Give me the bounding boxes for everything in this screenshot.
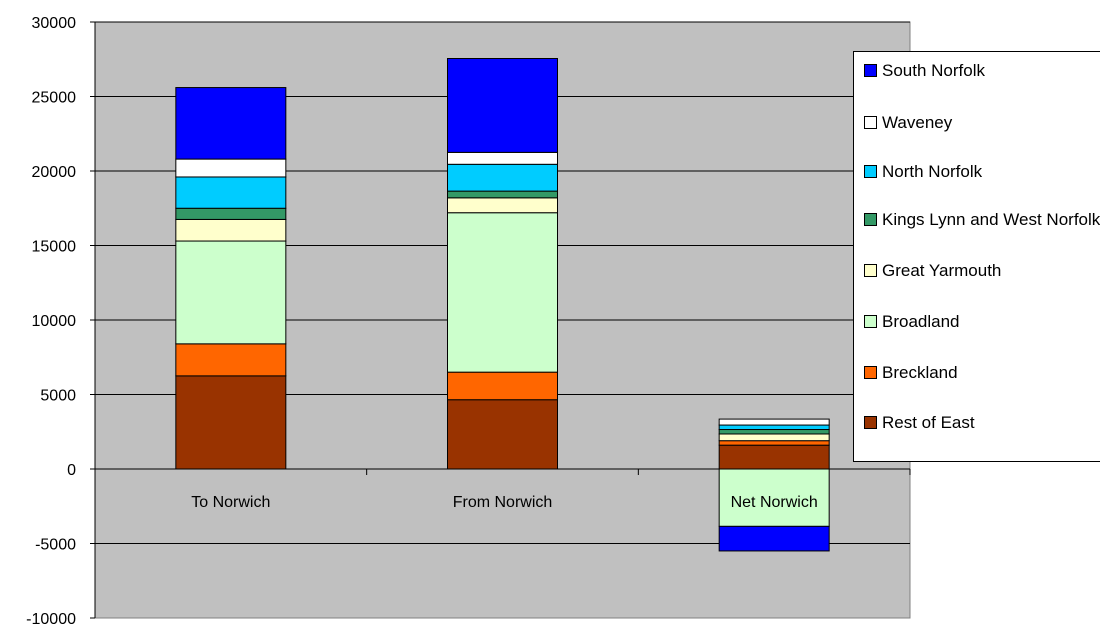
bar-segment-great-yarmouth bbox=[447, 197, 558, 214]
legend-item: Great Yarmouth bbox=[864, 261, 1100, 280]
bar-segment-breckland bbox=[175, 343, 287, 377]
legend-swatch bbox=[864, 416, 877, 429]
bar-segment-rest-of-east bbox=[447, 399, 558, 470]
x-category-label: Net Norwich bbox=[731, 494, 818, 511]
legend-swatch bbox=[864, 264, 877, 277]
legend-label: Waveney bbox=[882, 113, 953, 132]
legend-swatch bbox=[864, 64, 877, 77]
bar-segment-north-norfolk bbox=[718, 424, 830, 431]
legend-item: Broadland bbox=[864, 312, 1100, 331]
bar-segment-great-yarmouth bbox=[718, 433, 830, 442]
legend-item: Kings Lynn and West Norfolk bbox=[864, 210, 1100, 229]
bar-segment-kings-lynn-and-west-norfolk bbox=[718, 429, 830, 435]
legend-swatch bbox=[864, 213, 877, 226]
bar-segment-south-norfolk bbox=[447, 58, 558, 153]
bar-segment-great-yarmouth bbox=[175, 218, 287, 242]
bar-segment-broadland bbox=[175, 240, 287, 345]
bar-segment-rest-of-east bbox=[718, 444, 830, 470]
bar-segment-south-norfolk bbox=[175, 87, 287, 160]
bar-segment-waveney bbox=[175, 158, 287, 178]
bar-segment-rest-of-east bbox=[175, 375, 287, 470]
bar-segment-south-norfolk bbox=[718, 525, 830, 552]
y-tick-label: 30000 bbox=[32, 15, 77, 32]
bar-segment-broadland bbox=[718, 468, 830, 527]
y-tick-label: -10000 bbox=[26, 611, 76, 624]
y-tick-label: 15000 bbox=[32, 239, 77, 256]
bar-segment-breckland bbox=[718, 440, 830, 446]
y-tick-label: 5000 bbox=[40, 388, 76, 405]
bar-segment-breckland bbox=[447, 371, 558, 401]
legend-swatch bbox=[864, 315, 877, 328]
legend-item: Rest of East bbox=[864, 413, 1100, 432]
x-category-labels: To Norwich From Norwich Net Norwich bbox=[191, 494, 817, 511]
axes bbox=[90, 21, 911, 619]
legend-swatch bbox=[864, 165, 877, 178]
legend-item: Waveney bbox=[864, 113, 1100, 132]
bar-segment-kings-lynn-and-west-norfolk bbox=[447, 190, 558, 199]
legend-swatch bbox=[864, 366, 877, 379]
legend-label: Great Yarmouth bbox=[882, 261, 1002, 280]
bar-segment-waveney bbox=[718, 418, 830, 426]
y-tick-label: 20000 bbox=[32, 164, 77, 181]
legend: South Norfolk Waveney North Norfolk Kings L… bbox=[853, 51, 1100, 462]
legend-item: Breckland bbox=[864, 363, 1100, 382]
legend-label: North Norfolk bbox=[882, 162, 983, 181]
y-tick-label: 25000 bbox=[32, 90, 77, 107]
legend-label: South Norfolk bbox=[882, 61, 985, 80]
bar-segment-north-norfolk bbox=[175, 176, 287, 209]
x-category-label: To Norwich bbox=[191, 494, 270, 511]
legend-label: Kings Lynn and West Norfolk bbox=[882, 210, 1100, 229]
legend-swatch bbox=[864, 116, 877, 129]
legend-label: Rest of East bbox=[882, 413, 975, 432]
legend-label: Breckland bbox=[882, 363, 958, 382]
y-tick-label: 0 bbox=[67, 462, 76, 479]
legend-label: Broadland bbox=[882, 312, 960, 331]
y-tick-label: 10000 bbox=[32, 313, 77, 330]
bar-segment-broadland bbox=[447, 212, 558, 373]
legend-item: South Norfolk bbox=[864, 61, 1100, 80]
y-tick-label: -5000 bbox=[35, 537, 76, 554]
y-tick-labels: 30000 25000 20000 15000 10000 5000 0 -5000 -1000… bbox=[26, 15, 76, 624]
legend-item: North Norfolk bbox=[864, 162, 1100, 181]
x-category-label: From Norwich bbox=[453, 494, 553, 511]
bar-segment-kings-lynn-and-west-norfolk bbox=[175, 207, 287, 220]
bar-segment-waveney bbox=[447, 151, 558, 165]
bar-segment-north-norfolk bbox=[447, 163, 558, 192]
bars bbox=[175, 58, 830, 552]
